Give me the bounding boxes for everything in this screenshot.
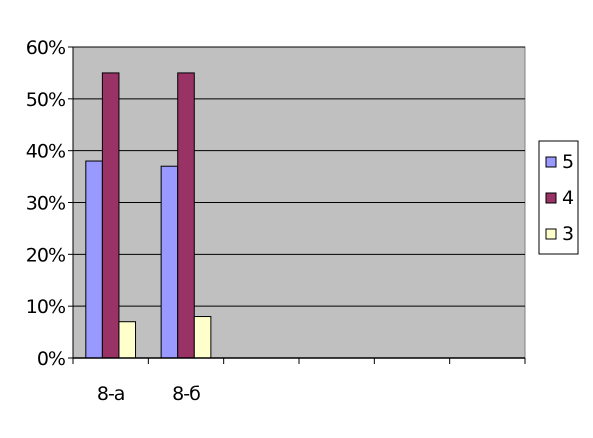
legend-label-3: 3 xyxy=(562,223,574,245)
legend-label-4: 4 xyxy=(562,187,574,209)
x-category-labels: 8-а 8-б xyxy=(97,383,201,405)
y-tick-labels: 0% 10% 20% 30% 40% 50% 60% xyxy=(26,37,66,370)
y-tick-label: 0% xyxy=(37,348,65,370)
x-category-label: 8-б xyxy=(172,383,200,405)
y-tick-label: 10% xyxy=(26,296,65,318)
y-tick-label: 40% xyxy=(26,141,65,163)
bar-series-3-8-а xyxy=(118,321,137,359)
bar-series-4-8-а xyxy=(101,72,120,359)
bar-series-4-8-б xyxy=(177,72,195,359)
legend-swatch-3 xyxy=(545,228,557,240)
gridlines xyxy=(73,46,525,307)
bar-series-5-8-б xyxy=(160,165,179,359)
legend-label-5: 5 xyxy=(562,151,574,173)
y-tick-label: 50% xyxy=(26,89,65,111)
legend-swatch-5 xyxy=(545,156,557,168)
y-tick-label: 60% xyxy=(26,37,65,59)
x-category-label: 8-а xyxy=(97,383,125,405)
bar-series-3-8-б xyxy=(193,316,212,359)
bar-series-5-8-а xyxy=(85,160,103,359)
legend-swatch-4 xyxy=(545,192,557,204)
y-tick-label: 20% xyxy=(26,244,65,266)
y-tick-label: 30% xyxy=(26,193,65,215)
legend: 5 4 3 xyxy=(538,140,579,255)
bars xyxy=(85,72,212,359)
axes xyxy=(68,46,526,364)
